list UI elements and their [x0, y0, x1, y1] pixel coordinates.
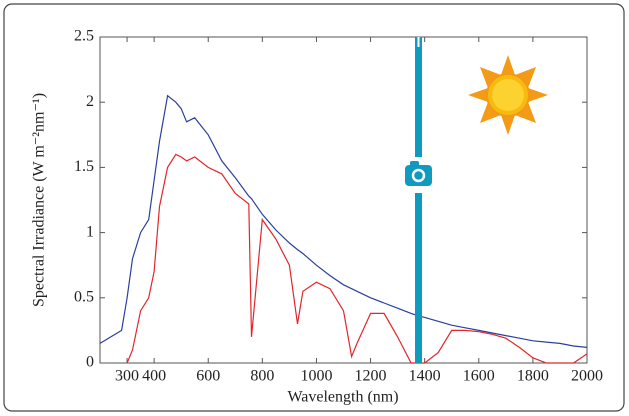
x-axis-label: Wavelength (nm): [287, 389, 398, 406]
x-tick-label: 600: [196, 368, 220, 385]
y-tick-label: 2.5: [74, 28, 94, 45]
y-tick-label: 0.5: [74, 288, 94, 305]
sun-icon: [468, 55, 548, 135]
y-tick-label: 1.5: [74, 158, 94, 175]
x-tick-label: 1600: [463, 368, 495, 385]
x-tick-label: 1000: [300, 368, 332, 385]
y-tick-label: 2: [86, 93, 94, 110]
indicator-notch: [417, 37, 420, 47]
y-tick-label: 0: [86, 354, 94, 371]
plot: 0 0.5 1 1.5 2 2.5 300 400 600 800 1000 1200 1400 1600…: [74, 28, 603, 385]
indicator-bar: [415, 37, 422, 363]
x-tick-label: 300: [115, 368, 139, 385]
y-tick-label: 1: [86, 223, 94, 240]
x-tick-label: 1800: [517, 368, 549, 385]
plot-border: [99, 36, 588, 364]
data-line: [126, 153, 588, 364]
frame: [3, 3, 625, 412]
camera-icon: [403, 157, 434, 193]
x-tick-label: 800: [250, 368, 274, 385]
x-tick-label: 2000: [571, 368, 603, 385]
x-tick-label: 400: [142, 368, 166, 385]
x-tick-label: 1200: [355, 368, 387, 385]
y-axis-label: Spectral Irradiance (W m⁻²nm⁻¹): [31, 93, 48, 307]
data-line: [99, 94, 588, 348]
x-tick-label: 1400: [409, 368, 441, 385]
